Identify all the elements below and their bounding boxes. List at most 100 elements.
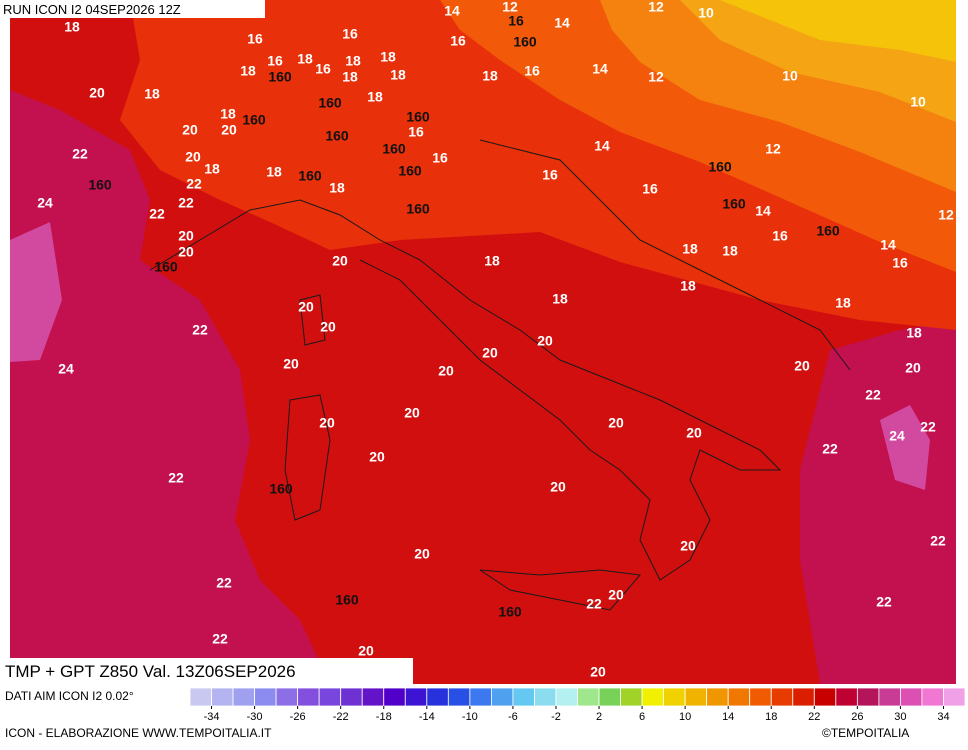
colorbar-tick-label: 14: [722, 711, 734, 723]
color-swatch: [426, 687, 449, 707]
contour-label: 18: [220, 106, 236, 122]
contour-label: 160: [513, 34, 537, 50]
contour-label: 20: [686, 425, 702, 441]
header-title: RUN ICON I2 04SEP2026 12Z: [3, 2, 181, 17]
coastlines: [149, 139, 851, 611]
color-swatch: [706, 687, 729, 707]
contour-label: 22: [586, 596, 602, 612]
color-swatch: [900, 687, 923, 707]
contour-label: 16: [542, 167, 558, 183]
color-swatch: [297, 687, 320, 707]
contour-label: 18: [144, 86, 160, 102]
contour-label: 20: [369, 449, 385, 465]
color-swatch: [340, 687, 363, 707]
color-swatch: [749, 687, 772, 707]
contour-label: 18: [906, 325, 922, 341]
color-swatch: [663, 687, 686, 707]
color-swatch: [383, 687, 406, 707]
color-swatch: [792, 687, 815, 707]
colorbar-tick-label: -2: [551, 711, 561, 723]
header-box: [0, 0, 265, 18]
region-10: [720, 0, 956, 62]
footer-title-box: [0, 658, 413, 684]
contour-label: 18: [297, 51, 313, 67]
coastline-adriatic: [479, 139, 851, 371]
region-24-west: [10, 222, 62, 362]
contour-label: 20: [182, 122, 198, 138]
colorbar: -34 -30 -26 -22 -18 -14 -10 -6 -2 2 6 10 14 18 22 26 30 3…: [189, 687, 966, 723]
contour-label: 10: [782, 68, 798, 84]
contour-label: 20: [185, 149, 201, 165]
contour-label: 20: [608, 587, 624, 603]
contour-label: 22: [72, 146, 88, 162]
colorbar-tick-label: 30: [894, 711, 906, 723]
contour-label: 20: [414, 546, 430, 562]
contour-label: 160: [325, 128, 349, 144]
contour-label: 22: [168, 470, 184, 486]
contour-label: 20: [298, 299, 314, 315]
contour-label: 18: [484, 253, 500, 269]
contour-label: 18: [680, 278, 696, 294]
color-swatch: [770, 687, 794, 707]
contour-label: 20: [590, 664, 606, 680]
color-swatch: [447, 687, 471, 707]
contour-label: 22: [822, 441, 838, 457]
contour-label: 14: [554, 15, 570, 31]
contour-label: 160: [269, 481, 293, 497]
color-swatch: [943, 687, 966, 707]
contour-label: 160: [382, 141, 406, 157]
contour-label: 22: [149, 206, 165, 222]
contour-label: 18: [682, 241, 698, 257]
contour-label: 22: [865, 387, 881, 403]
contour-label: 20: [680, 538, 696, 554]
contour-label: 16: [642, 181, 658, 197]
contour-label: 18: [342, 69, 358, 85]
contour-label: 14: [755, 203, 771, 219]
region-22-east: [800, 320, 956, 684]
colorbar-tick-label: -22: [333, 711, 349, 723]
contour-label: 160: [708, 159, 732, 175]
contour-label: 160: [406, 109, 430, 125]
contour-label: 160: [398, 163, 422, 179]
contour-label: 18: [390, 67, 406, 83]
color-swatch: [469, 687, 492, 707]
color-swatch: [512, 687, 535, 707]
color-swatch: [211, 687, 234, 707]
colorbar-tick-label: -18: [376, 711, 392, 723]
contour-label: 18: [329, 180, 345, 196]
contour-label: 22: [178, 195, 194, 211]
color-swatch: [232, 687, 255, 707]
color-swatch: [404, 687, 428, 707]
contour-label: 22: [930, 533, 946, 549]
map-fill: [10, 0, 956, 684]
contour-label: 20: [537, 333, 553, 349]
contour-label: 20: [482, 345, 498, 361]
contour-label: 16: [315, 61, 331, 77]
contour-label: 12: [648, 0, 664, 15]
contour-label: 24: [58, 361, 74, 377]
contour-label: 18: [204, 161, 220, 177]
color-swatch: [598, 687, 621, 707]
contour-label: 14: [594, 138, 610, 154]
contour-label: 160: [242, 112, 266, 128]
contour-label: 18: [835, 295, 851, 311]
color-swatch: [727, 687, 751, 707]
region-24-east: [880, 405, 930, 490]
contour-label: 20: [332, 253, 348, 269]
contour-label: 20: [221, 122, 237, 138]
colorbar-tick-label: -14: [419, 711, 435, 723]
contour-label: 18: [552, 291, 568, 307]
contour-label: 160: [816, 223, 840, 239]
colorbar-tick-label: 2: [596, 711, 602, 723]
colorbar-tick-label: 34: [937, 711, 949, 723]
contour-label: 20: [608, 415, 624, 431]
contour-label: 12: [765, 141, 781, 157]
contour-label: 16: [342, 26, 358, 42]
contour-label: 24: [889, 428, 905, 444]
color-swatch: [878, 687, 901, 707]
contour-label: 18: [380, 49, 396, 65]
contour-label: 14: [592, 61, 608, 77]
footer-title: TMP + GPT Z850 Val. 13Z06SEP2026: [5, 662, 296, 681]
